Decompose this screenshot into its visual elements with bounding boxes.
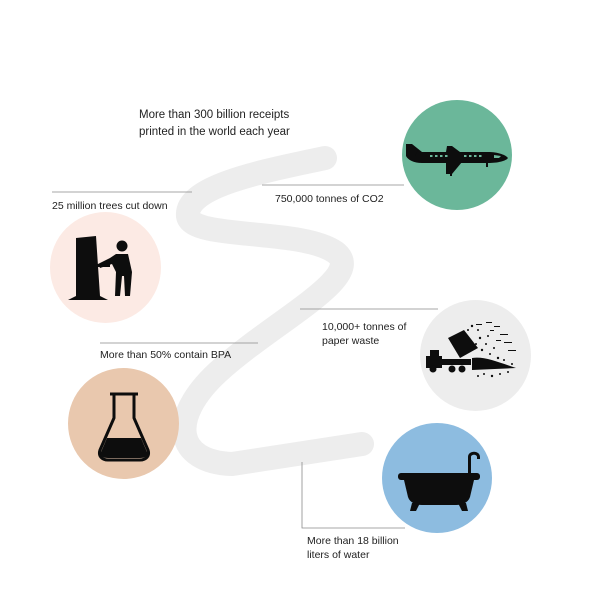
fact-bpa-label: More than 50% contain BPA [100,348,231,362]
airplane-icon [402,100,512,210]
fact-paper-label-1: 10,000+ tonnes of [322,320,406,334]
fact-paper-label-2: paper waste [322,334,379,348]
fact-water-label-1: More than 18 billion [307,534,399,548]
intro-line-2: printed in the world each year [139,124,290,141]
fact-co2-circle [402,100,512,210]
lumberjack-icon [50,212,161,323]
fact-trees-circle [50,212,161,323]
fact-water-circle [382,423,492,533]
fact-co2-label: 750,000 tonnes of CO2 [275,192,384,206]
intro-line-1: More than 300 billion receipts [139,107,289,124]
fact-trees-label: 25 million trees cut down [52,199,168,213]
dump-truck-icon [420,300,531,411]
fact-paper-circle [420,300,531,411]
flask-icon [68,368,179,479]
fact-bpa-circle [68,368,179,479]
bathtub-icon [382,423,492,533]
fact-water-label-2: liters of water [307,548,369,562]
